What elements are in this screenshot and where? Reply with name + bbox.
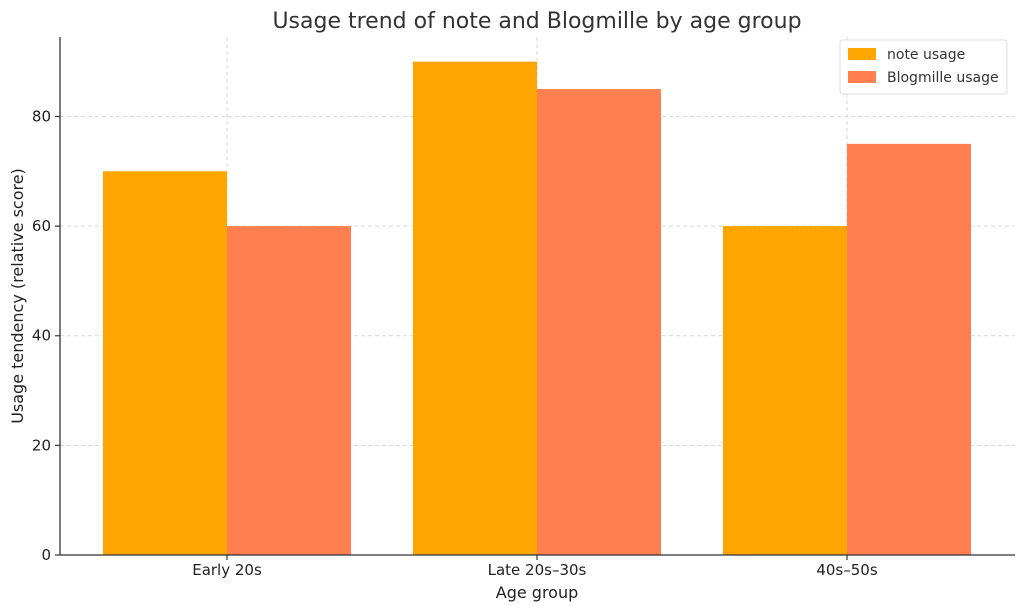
legend-label: note usage [887,47,965,63]
legend-swatch [848,71,876,83]
legend-swatch [848,48,876,60]
bar [537,89,661,556]
y-tick-label: 60 [32,217,51,235]
y-tick-label: 40 [32,327,51,345]
bar [847,143,971,555]
bar [413,61,537,556]
bar [723,226,847,555]
bar [227,226,351,555]
legend-label: Blogmille usage [887,70,999,86]
y-axis-label: Usage tendency (relative score) [8,168,27,424]
x-tick-label: Late 20s–30s [488,561,587,579]
y-tick-label: 20 [32,436,51,454]
x-tick-label: 40s–50s [816,561,877,579]
bar [103,171,227,555]
x-tick-label: Early 20s [192,561,262,579]
y-tick-label: 80 [32,107,51,125]
x-axis-label: Age group [496,583,579,602]
axis-ticks: 0 20 40 60 80 Early 20s Late 20s–30s 40s–50s [32,107,878,579]
legend-box [839,39,1008,95]
y-tick-label: 0 [41,546,51,564]
bars [103,61,971,556]
legend: note usage Blogmille usage [839,39,1008,95]
chart-title: Usage trend of note and Blogmille by age… [272,9,801,34]
